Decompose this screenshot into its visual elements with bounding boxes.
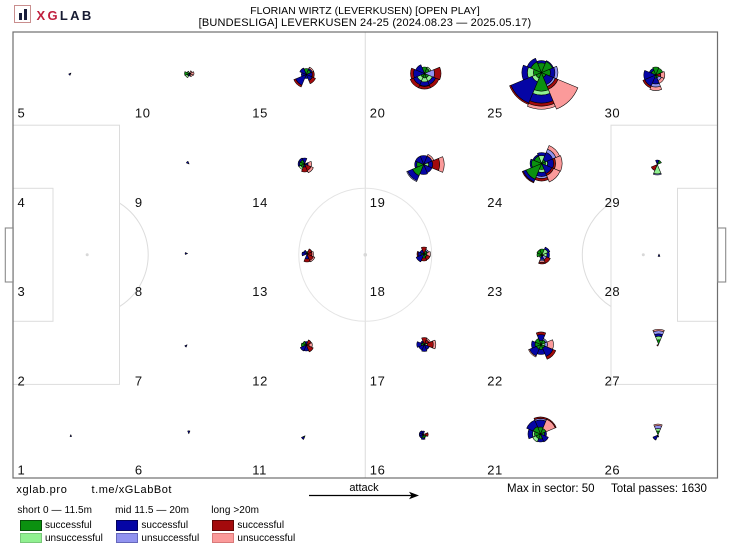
svg-text:2: 2 (18, 373, 26, 388)
svg-text:21: 21 (487, 463, 503, 478)
svg-text:11: 11 (252, 463, 267, 478)
svg-text:27: 27 (605, 373, 621, 388)
svg-text:30: 30 (605, 106, 621, 121)
svg-text:15: 15 (252, 106, 268, 121)
svg-text:23: 23 (487, 284, 503, 299)
svg-text:12: 12 (252, 373, 268, 388)
svg-text:22: 22 (487, 373, 503, 388)
svg-text:24: 24 (487, 195, 503, 210)
svg-text:3: 3 (18, 284, 26, 299)
svg-text:8: 8 (135, 284, 143, 299)
svg-text:18: 18 (370, 284, 386, 299)
svg-text:20: 20 (370, 106, 386, 121)
svg-text:17: 17 (370, 373, 386, 388)
svg-text:10: 10 (135, 106, 151, 121)
svg-text:6: 6 (135, 463, 143, 478)
svg-text:29: 29 (605, 195, 621, 210)
svg-text:25: 25 (487, 106, 503, 121)
svg-text:14: 14 (252, 195, 268, 210)
svg-text:13: 13 (252, 284, 268, 299)
svg-text:16: 16 (370, 463, 386, 478)
svg-text:9: 9 (135, 195, 143, 210)
svg-text:26: 26 (605, 463, 621, 478)
svg-text:4: 4 (18, 195, 26, 210)
svg-text:28: 28 (605, 284, 621, 299)
svg-text:7: 7 (135, 373, 143, 388)
svg-text:19: 19 (370, 195, 386, 210)
svg-text:1: 1 (18, 463, 26, 478)
svg-text:5: 5 (18, 106, 26, 121)
